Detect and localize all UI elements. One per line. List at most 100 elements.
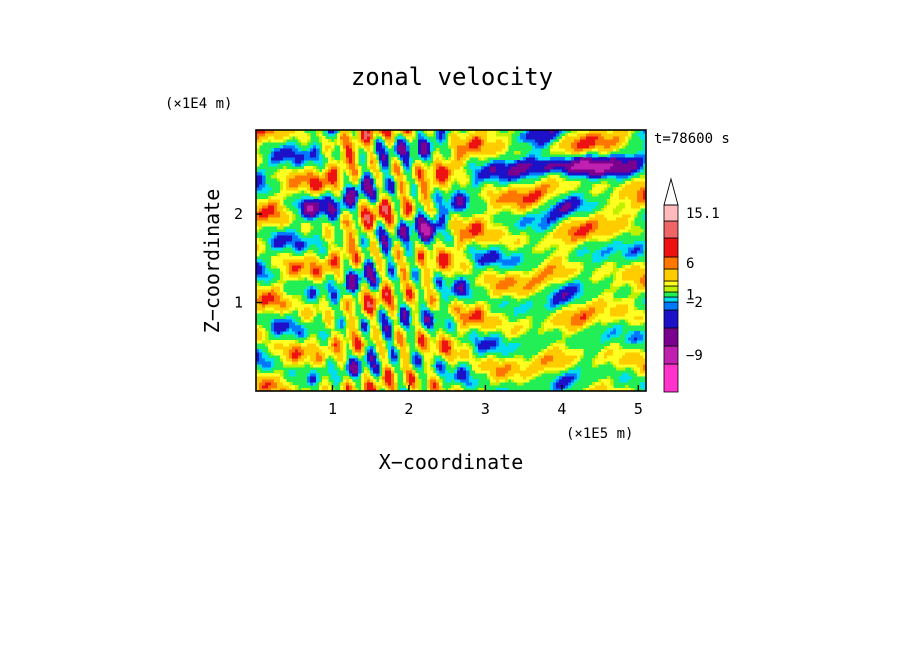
field-cell — [529, 364, 566, 368]
field-cell — [349, 241, 356, 245]
field-cell — [409, 382, 413, 386]
field-cell — [577, 142, 596, 146]
field-cell — [538, 202, 542, 206]
field-cell — [256, 238, 260, 242]
field-cell — [343, 361, 347, 365]
field-cell — [325, 322, 329, 326]
field-cell — [262, 172, 266, 176]
field-cell — [568, 385, 572, 389]
field-cell — [349, 385, 353, 389]
field-cell — [373, 358, 377, 362]
field-cell — [397, 154, 401, 158]
field-cell — [421, 262, 425, 266]
field-cell — [532, 286, 539, 290]
field-cell — [268, 343, 275, 347]
field-cell — [436, 199, 443, 203]
field-cell — [256, 148, 260, 152]
field-cell — [439, 388, 443, 392]
field-cell — [256, 304, 263, 308]
field-cell — [427, 361, 431, 365]
field-cell — [427, 187, 431, 191]
field-cell — [385, 220, 389, 224]
field-cell — [262, 205, 269, 209]
field-cell — [388, 142, 392, 146]
field-cell — [343, 313, 347, 317]
field-cell — [358, 208, 362, 212]
field-cell — [418, 199, 422, 203]
field-cell — [481, 274, 485, 278]
field-cell — [610, 271, 617, 275]
field-cell — [358, 331, 362, 335]
field-cell — [607, 304, 617, 308]
field-cell — [274, 136, 284, 140]
field-cell — [334, 340, 341, 344]
field-cell — [415, 295, 419, 299]
field-cell — [334, 346, 341, 350]
field-cell — [331, 343, 335, 347]
field-cell — [307, 292, 311, 296]
field-cell — [382, 277, 389, 281]
field-cell — [274, 205, 278, 209]
field-cell — [430, 382, 434, 386]
field-cell — [361, 352, 365, 356]
field-cell — [427, 337, 431, 341]
field-cell — [451, 250, 464, 254]
field-cell — [430, 298, 437, 302]
field-cell — [343, 283, 347, 287]
field-cell — [469, 361, 482, 365]
field-cell — [598, 148, 614, 152]
field-cell — [454, 190, 458, 194]
field-cell — [256, 229, 260, 233]
field-cell — [508, 136, 512, 140]
field-cell — [352, 304, 356, 308]
field-cell — [370, 316, 374, 320]
field-cell — [601, 253, 605, 257]
field-cell — [349, 274, 356, 278]
field-cell — [370, 328, 374, 332]
field-cell — [334, 358, 338, 362]
field-cell — [460, 181, 467, 185]
field-cell — [565, 157, 572, 161]
field-cell — [496, 379, 500, 383]
field-cell — [385, 250, 389, 254]
field-cell — [337, 262, 341, 266]
field-cell — [562, 136, 566, 140]
field-cell — [343, 211, 350, 215]
field-cell — [460, 349, 470, 353]
field-cell — [415, 325, 422, 329]
field-cell — [355, 319, 359, 323]
field-cell — [388, 280, 392, 284]
field-cell — [256, 328, 260, 332]
field-cell — [370, 181, 374, 185]
field-cell — [412, 385, 416, 389]
field-cell — [412, 361, 416, 365]
field-cell — [556, 217, 560, 221]
field-cell — [373, 133, 377, 137]
field-cell — [283, 166, 287, 170]
field-cell — [511, 208, 518, 212]
field-cell — [340, 340, 344, 344]
field-cell — [436, 265, 440, 269]
field-cell — [394, 160, 398, 164]
field-cell — [280, 145, 284, 149]
field-cell — [379, 322, 383, 326]
field-cell — [346, 322, 350, 326]
field-cell — [367, 358, 371, 362]
field-cell — [280, 199, 284, 203]
field-cell — [475, 238, 500, 242]
field-cell — [370, 286, 374, 290]
field-cell — [346, 328, 350, 332]
field-cell — [340, 322, 344, 326]
field-cell — [427, 385, 431, 389]
field-cell — [262, 385, 269, 389]
field-cell — [568, 277, 572, 281]
field-cell — [463, 163, 467, 167]
field-cell — [319, 208, 329, 212]
field-cell — [316, 211, 320, 215]
field-cell — [559, 346, 566, 350]
field-cell — [358, 169, 362, 173]
field-cell — [271, 340, 296, 344]
field-cell — [448, 169, 452, 173]
field-cell — [352, 301, 356, 305]
field-cell — [415, 316, 419, 320]
